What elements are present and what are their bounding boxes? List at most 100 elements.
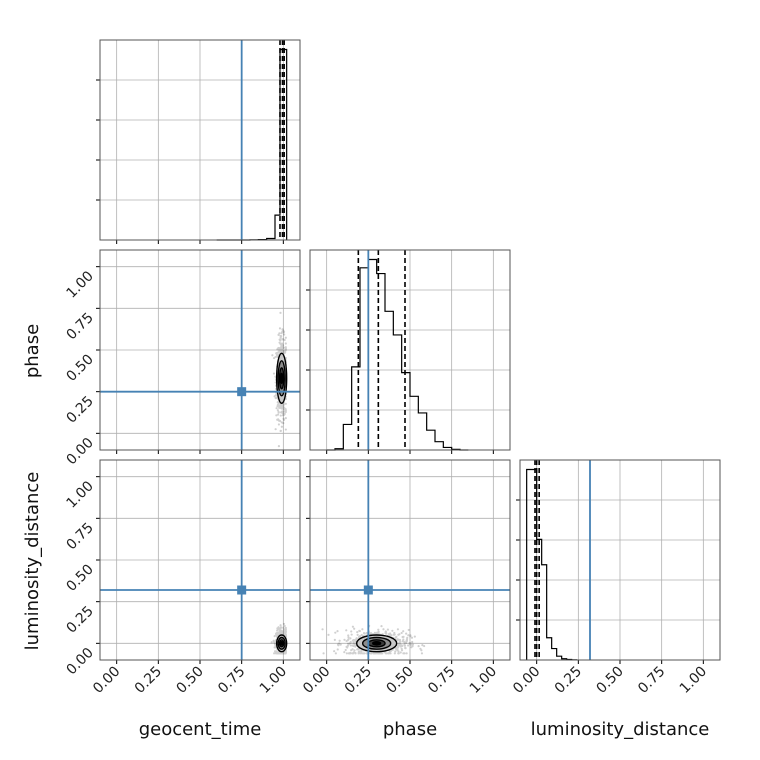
scatter-point — [420, 649, 423, 652]
scatter-point — [353, 642, 356, 646]
scatter-point — [401, 640, 404, 643]
scatter-point — [349, 640, 352, 644]
scatter-point — [277, 410, 280, 414]
scatter-point — [273, 652, 276, 655]
scatter-point — [284, 347, 287, 350]
scatter-point — [356, 630, 359, 634]
scatter-point — [334, 652, 337, 655]
scatter-point — [397, 650, 400, 653]
scatter-point — [358, 634, 362, 638]
scatter-point — [388, 632, 391, 636]
scatter-point — [283, 351, 286, 354]
ytick-label-3: 0.75 — [63, 310, 96, 343]
scatter-point — [284, 651, 287, 654]
xtick-label-0: 0.00 — [510, 664, 543, 697]
scatter-point — [406, 636, 409, 639]
scatter-point — [273, 642, 277, 645]
scatter-point — [354, 651, 357, 655]
scatter-point — [397, 642, 400, 645]
scatter-point — [284, 651, 287, 654]
scatter-point — [400, 645, 403, 648]
scatter-point — [281, 346, 284, 350]
scatter-point — [410, 646, 413, 649]
scatter-point — [397, 652, 400, 655]
scatter-point — [380, 625, 383, 628]
scatter-point — [350, 630, 353, 633]
xtick-label-0: 0.00 — [90, 664, 123, 697]
scatter-point — [280, 421, 283, 424]
scatter-point — [276, 403, 279, 407]
scatter-point — [403, 641, 407, 644]
xlabel-luminosity-distance: luminosity_distance — [531, 719, 710, 740]
scatter-point — [336, 648, 339, 651]
scatter-point — [279, 311, 282, 314]
scatter-point — [282, 652, 285, 655]
scatter-point — [345, 645, 348, 648]
scatter-point — [278, 629, 282, 632]
scatter-point — [333, 650, 336, 653]
scatter-point — [280, 349, 284, 352]
scatter-point — [345, 629, 348, 632]
ytick-label-2: 0.50 — [63, 352, 96, 385]
scatter-point — [283, 410, 286, 413]
scatter-point — [276, 633, 280, 636]
scatter-point — [357, 651, 360, 654]
scatter-point — [347, 643, 350, 646]
scatter-point — [389, 652, 392, 655]
scatter-point — [361, 652, 364, 655]
scatter-point — [283, 631, 286, 634]
scatter-point — [274, 652, 278, 655]
scatter-point — [375, 632, 378, 635]
scatter-point — [281, 652, 284, 655]
scatter-point — [398, 639, 401, 642]
scatter-point — [398, 633, 401, 636]
scatter-point — [276, 405, 279, 408]
scatter-point — [372, 652, 375, 655]
scatter-point — [280, 425, 283, 428]
xtick-label-3: 0.75 — [215, 664, 248, 697]
scatter-point — [352, 641, 355, 645]
scatter-point — [280, 652, 283, 655]
scatter-point — [398, 643, 401, 647]
scatter-point — [353, 644, 357, 647]
scatter-point — [387, 652, 390, 655]
scatter-point — [280, 348, 284, 351]
scatter-point — [400, 647, 403, 650]
scatter-point — [369, 632, 373, 636]
scatter-point — [385, 652, 388, 655]
scatter-point — [357, 651, 360, 654]
scatter-point — [279, 652, 283, 655]
truth-marker — [237, 585, 247, 595]
scatter-point — [403, 652, 406, 655]
scatter-point — [397, 633, 400, 636]
scatter-point — [279, 652, 283, 655]
scatter-point — [358, 629, 361, 633]
scatter-point — [276, 409, 280, 412]
scatter-point — [278, 627, 281, 630]
scatter-point — [281, 632, 284, 635]
scatter-point — [411, 640, 414, 644]
scatter-point — [277, 423, 281, 426]
scatter-point — [351, 639, 354, 642]
scatter-point — [393, 631, 396, 635]
scatter-point — [279, 632, 282, 635]
scatter-point — [279, 350, 282, 353]
scatter-point — [351, 644, 354, 647]
scatter-point — [370, 652, 373, 655]
scatter-point — [384, 652, 387, 655]
scatter-point — [352, 651, 355, 654]
scatter-point — [277, 652, 280, 655]
scatter-point — [353, 643, 357, 646]
scatter-point — [358, 650, 361, 653]
histogram-phase — [326, 258, 469, 451]
scatter-point — [275, 633, 278, 636]
scatter-point — [360, 649, 363, 652]
scatter-point — [283, 651, 286, 654]
axis-labels-layer: phase luminosity_distance geocent_time p… — [22, 324, 709, 740]
scatter-point — [282, 418, 286, 421]
scatter-point — [278, 652, 282, 655]
scatter-point — [278, 630, 281, 633]
scatter-point — [279, 429, 282, 432]
density-contour-3 — [279, 372, 284, 385]
scatter-point — [275, 633, 278, 637]
